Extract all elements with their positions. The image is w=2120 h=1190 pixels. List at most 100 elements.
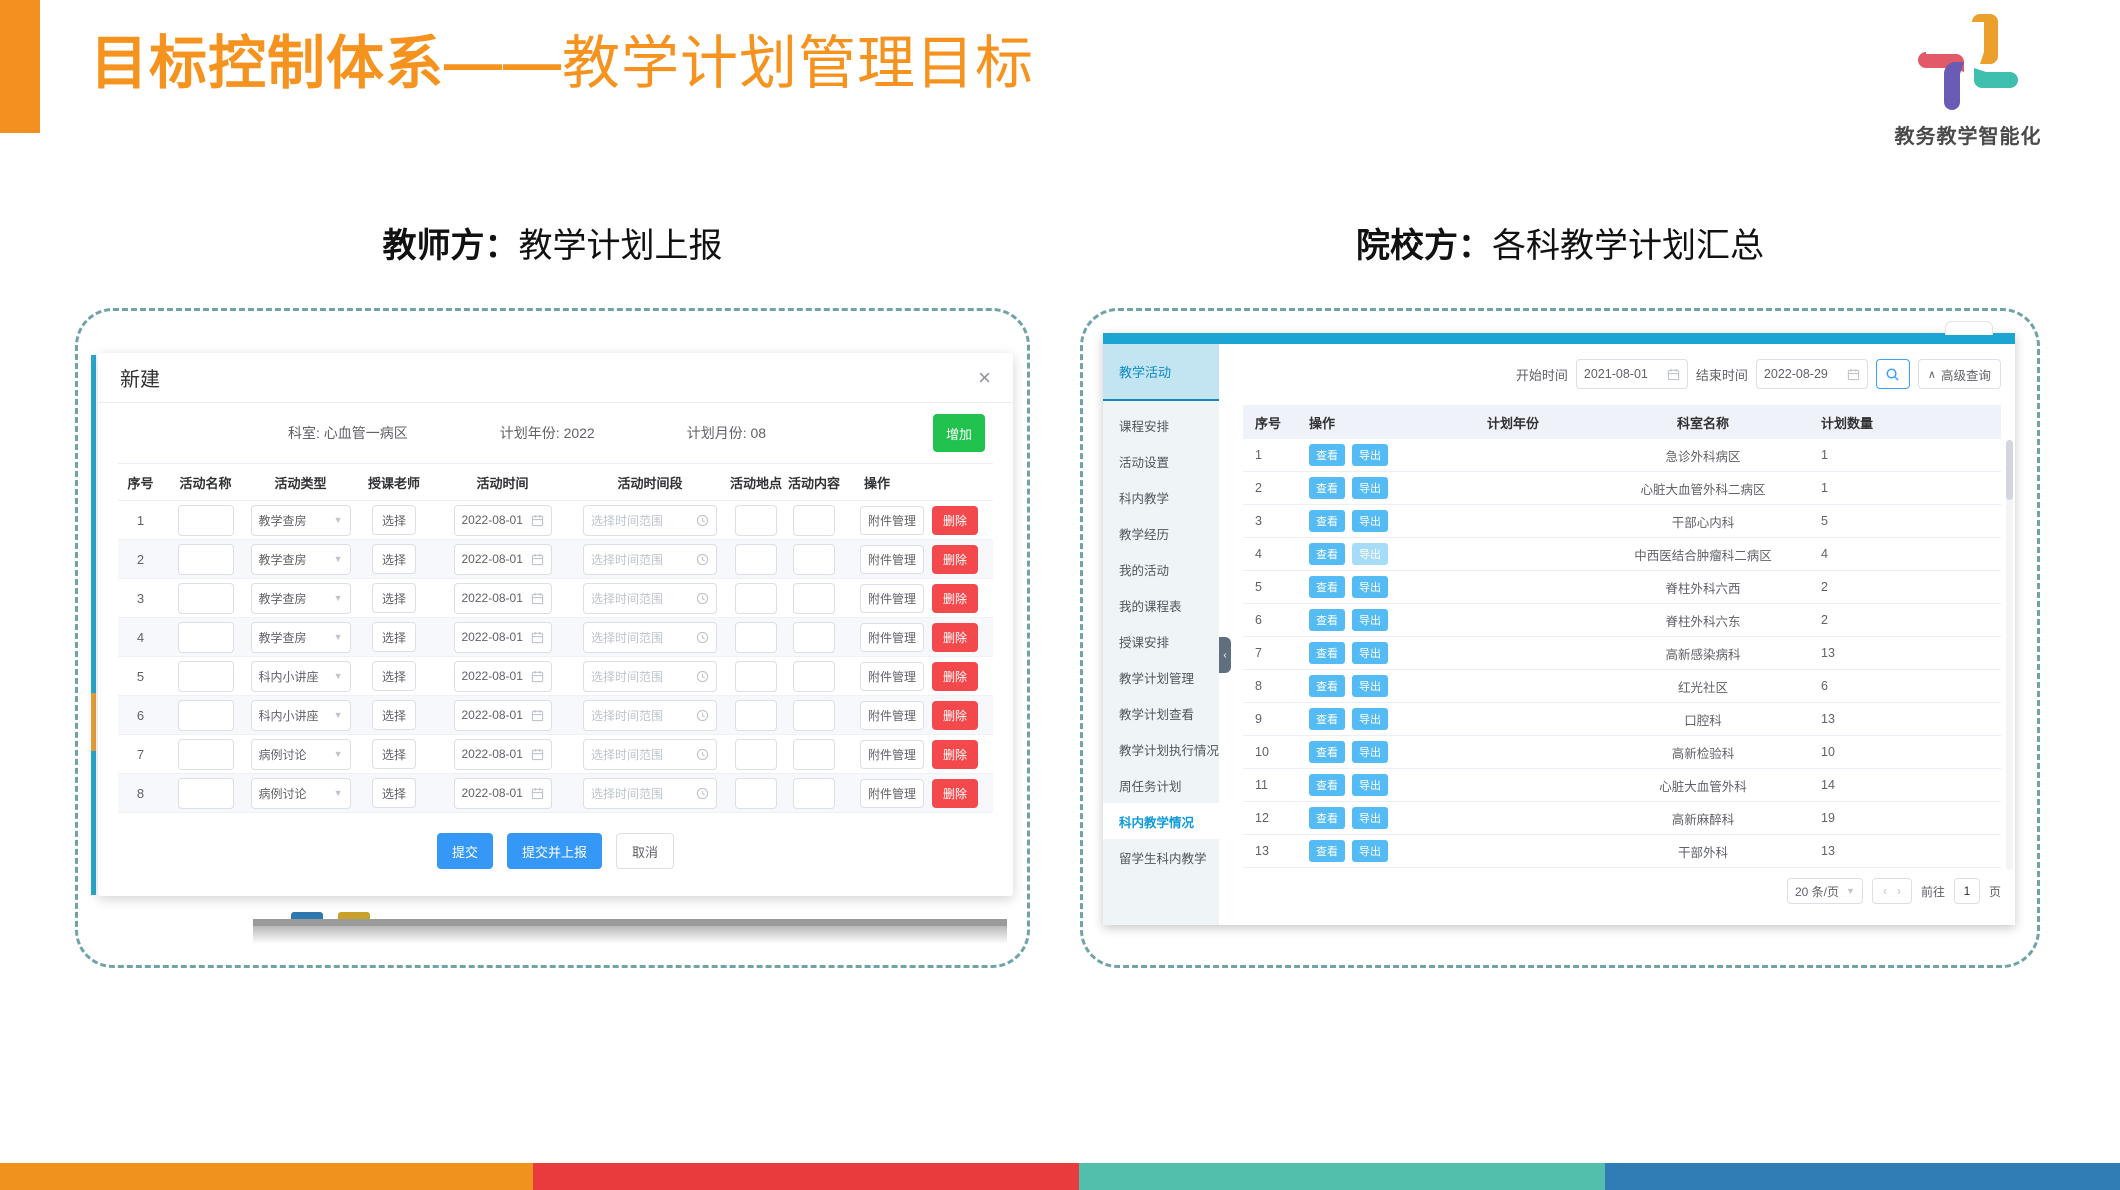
activity-content-input[interactable]: [793, 660, 835, 692]
choose-teacher-button[interactable]: 选择: [372, 778, 416, 808]
view-button[interactable]: 查看: [1309, 576, 1345, 598]
attachment-manage-button[interactable]: 附件管理: [860, 661, 924, 691]
view-button[interactable]: 查看: [1309, 543, 1345, 565]
view-button[interactable]: 查看: [1309, 741, 1345, 763]
activity-name-input[interactable]: [177, 582, 234, 614]
activity-name-input[interactable]: [177, 504, 234, 536]
activity-type-select[interactable]: 教学查房 ▼: [250, 621, 351, 653]
sidebar-item[interactable]: 科内教学: [1119, 491, 1170, 506]
sidebar-item[interactable]: 我的活动: [1119, 563, 1170, 578]
activity-date-input[interactable]: 2022-08-01: [453, 543, 552, 575]
search-button[interactable]: [1875, 359, 1910, 389]
activity-name-input[interactable]: [177, 621, 234, 653]
activity-content-input[interactable]: [793, 582, 835, 614]
sidebar-item[interactable]: 我的课程表: [1119, 599, 1182, 614]
view-button[interactable]: 查看: [1309, 807, 1345, 829]
export-button[interactable]: 导出: [1352, 840, 1388, 862]
export-button[interactable]: 导出: [1352, 477, 1388, 499]
activity-date-input[interactable]: 2022-08-01: [453, 621, 552, 653]
time-range-input[interactable]: 选择时间范围: [583, 660, 717, 692]
delete-row-button[interactable]: 删除: [932, 739, 978, 769]
export-button[interactable]: 导出: [1352, 642, 1388, 664]
export-button[interactable]: 导出: [1352, 807, 1388, 829]
choose-teacher-button[interactable]: 选择: [372, 505, 416, 535]
activity-place-input[interactable]: [735, 543, 777, 575]
view-button[interactable]: 查看: [1309, 774, 1345, 796]
prev-page-icon[interactable]: ‹: [1882, 884, 1887, 898]
sidebar-item[interactable]: 教学计划管理: [1119, 671, 1195, 686]
sidebar-item[interactable]: 留学生科内教学: [1119, 851, 1207, 866]
delete-row-button[interactable]: 删除: [932, 505, 978, 535]
sidebar-item[interactable]: 教学计划执行情况: [1119, 743, 1219, 758]
time-range-input[interactable]: 选择时间范围: [583, 543, 717, 575]
export-button[interactable]: 导出: [1352, 576, 1388, 598]
activity-type-select[interactable]: 病例讨论 ▼: [250, 738, 351, 770]
choose-teacher-button[interactable]: 选择: [372, 700, 416, 730]
sidebar-item[interactable]: 教学计划查看: [1119, 707, 1195, 722]
attachment-manage-button[interactable]: 附件管理: [860, 622, 924, 652]
choose-teacher-button[interactable]: 选择: [372, 661, 416, 691]
activity-date-input[interactable]: 2022-08-01: [453, 660, 552, 692]
submit-button[interactable]: 提交: [436, 833, 493, 869]
submit-and-report-button[interactable]: 提交并上报: [506, 833, 602, 869]
activity-content-input[interactable]: [793, 504, 835, 536]
activity-place-input[interactable]: [735, 582, 777, 614]
activity-name-input[interactable]: [177, 660, 234, 692]
activity-content-input[interactable]: [793, 738, 835, 770]
view-button[interactable]: 查看: [1309, 642, 1345, 664]
delete-row-button[interactable]: 删除: [932, 661, 978, 691]
export-button[interactable]: 导出: [1352, 708, 1388, 730]
view-button[interactable]: 查看: [1309, 840, 1345, 862]
activity-place-input[interactable]: [735, 777, 777, 809]
start-date-input[interactable]: 2021-08-01: [1575, 359, 1688, 389]
activity-type-select[interactable]: 教学查房 ▼: [250, 543, 351, 575]
activity-date-input[interactable]: 2022-08-01: [453, 777, 552, 809]
advanced-search-button[interactable]: ∧ 高级查询: [1917, 359, 2001, 389]
activity-name-input[interactable]: [177, 699, 234, 731]
export-button[interactable]: 导出: [1352, 675, 1388, 697]
time-range-input[interactable]: 选择时间范围: [583, 582, 717, 614]
sidebar-item[interactable]: 课程安排: [1119, 419, 1170, 434]
scrollbar-thumb[interactable]: [2006, 440, 2013, 500]
choose-teacher-button[interactable]: 选择: [372, 739, 416, 769]
time-range-input[interactable]: 选择时间范围: [583, 777, 717, 809]
view-button[interactable]: 查看: [1309, 444, 1345, 466]
end-date-input[interactable]: 2022-08-29: [1755, 359, 1868, 389]
export-button[interactable]: 导出: [1352, 444, 1388, 466]
export-button[interactable]: 导出: [1352, 774, 1388, 796]
page-number-input[interactable]: 1: [1953, 878, 1980, 904]
view-button[interactable]: 查看: [1309, 708, 1345, 730]
activity-place-input[interactable]: [735, 699, 777, 731]
activity-date-input[interactable]: 2022-08-01: [453, 738, 552, 770]
view-button[interactable]: 查看: [1309, 477, 1345, 499]
delete-row-button[interactable]: 删除: [932, 622, 978, 652]
attachment-manage-button[interactable]: 附件管理: [860, 700, 924, 730]
export-button[interactable]: 导出: [1352, 510, 1388, 532]
activity-name-input[interactable]: [177, 777, 234, 809]
activity-place-input[interactable]: [735, 621, 777, 653]
sidebar-item[interactable]: 教学经历: [1119, 527, 1170, 542]
activity-type-select[interactable]: 教学查房 ▼: [250, 582, 351, 614]
delete-row-button[interactable]: 删除: [932, 583, 978, 613]
cancel-button[interactable]: 取消: [616, 833, 675, 869]
activity-date-input[interactable]: 2022-08-01: [453, 504, 552, 536]
activity-type-select[interactable]: 科内小讲座 ▼: [250, 699, 351, 731]
export-button[interactable]: 导出: [1352, 741, 1388, 763]
sidebar-item[interactable]: 授课安排: [1119, 635, 1170, 650]
delete-row-button[interactable]: 删除: [932, 700, 978, 730]
attachment-manage-button[interactable]: 附件管理: [860, 778, 924, 808]
attachment-manage-button[interactable]: 附件管理: [860, 739, 924, 769]
view-button[interactable]: 查看: [1309, 510, 1345, 532]
view-button[interactable]: 查看: [1309, 609, 1345, 631]
delete-row-button[interactable]: 删除: [932, 544, 978, 574]
activity-date-input[interactable]: 2022-08-01: [453, 582, 552, 614]
activity-content-input[interactable]: [793, 777, 835, 809]
time-range-input[interactable]: 选择时间范围: [583, 504, 717, 536]
add-row-button[interactable]: 增加: [933, 414, 985, 452]
tab-teaching-activity[interactable]: 教学活动: [1103, 344, 1219, 401]
activity-name-input[interactable]: [177, 543, 234, 575]
activity-place-input[interactable]: [735, 660, 777, 692]
scrollbar[interactable]: [2006, 440, 2013, 870]
activity-type-select[interactable]: 科内小讲座 ▼: [250, 660, 351, 692]
export-button[interactable]: 导出: [1352, 543, 1388, 565]
